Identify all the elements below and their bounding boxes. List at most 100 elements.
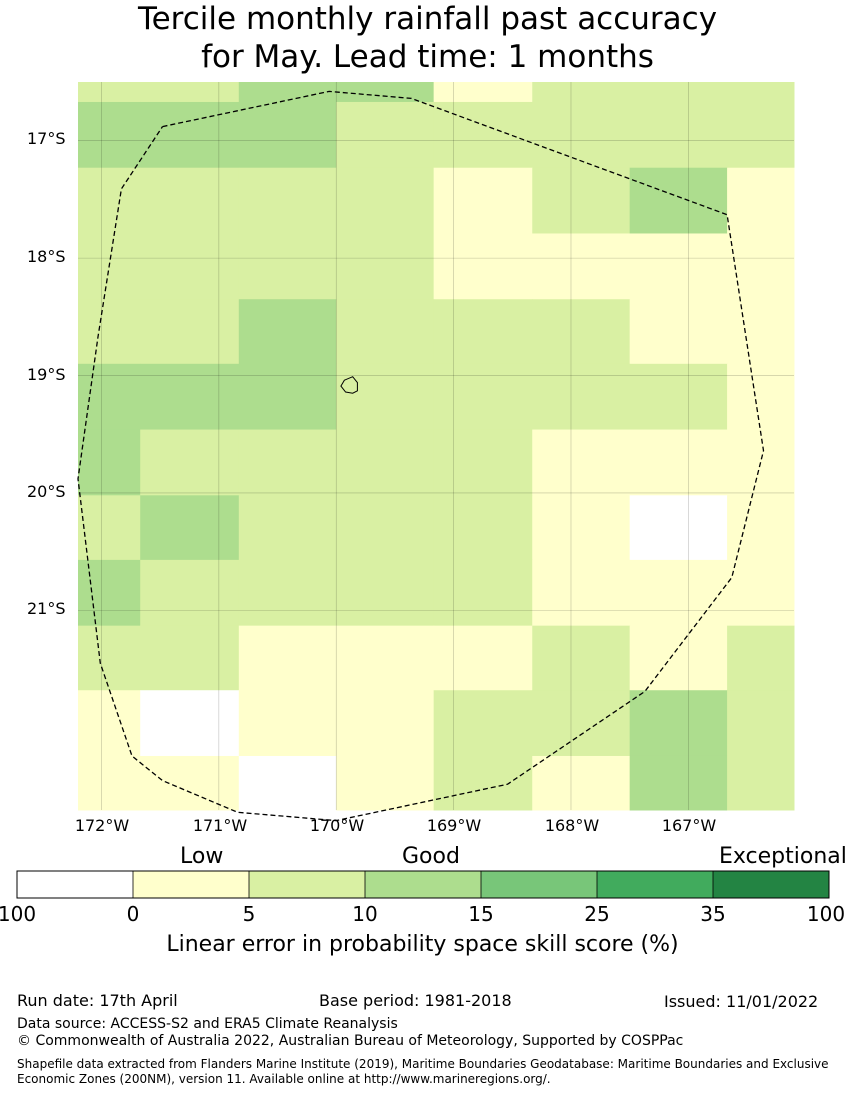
skill-cell <box>727 299 795 365</box>
skill-cell <box>532 429 631 496</box>
skill-cell <box>140 625 240 691</box>
skill-cell <box>629 82 728 103</box>
skill-cell <box>629 429 728 496</box>
legend-category-good: Good <box>402 844 460 869</box>
skill-cell <box>78 625 141 691</box>
skill-cell <box>238 625 337 691</box>
skill-cell <box>727 233 795 300</box>
skill-cell <box>433 625 533 691</box>
colorbar-segment <box>17 871 133 898</box>
skill-grid-cells <box>78 82 795 811</box>
skill-cell <box>433 299 533 365</box>
skill-cell <box>532 167 631 234</box>
lat-label-19s: 19°S <box>27 365 66 384</box>
skill-cell <box>532 363 631 431</box>
data-source: Data source: ACCESS-S2 and ERA5 Climate … <box>17 1016 398 1032</box>
legend-title: Linear error in probability space skill … <box>166 932 679 957</box>
legend-category-low: Low <box>180 844 224 869</box>
skill-cell <box>238 690 337 757</box>
skill-cell <box>532 690 631 757</box>
skill-cell <box>727 101 795 169</box>
skill-cell <box>336 690 435 757</box>
skill-cell <box>140 299 240 365</box>
skill-cell <box>140 101 240 169</box>
skill-cell <box>336 167 435 234</box>
skill-cell <box>336 233 435 300</box>
skill-cell <box>433 167 533 234</box>
colorbar-segment <box>249 871 365 898</box>
skill-cell <box>78 690 141 757</box>
skill-cell <box>532 82 631 103</box>
skill-cell <box>238 101 337 169</box>
skill-cell <box>78 299 141 365</box>
skill-cell <box>140 363 240 431</box>
legend-tick: 15 <box>468 902 494 926</box>
skill-cell <box>78 495 141 561</box>
skill-cell <box>629 755 728 811</box>
skill-cell <box>629 167 728 234</box>
colorbar-frame <box>16 870 830 899</box>
skill-cell <box>78 559 141 627</box>
lon-label-171w: 171°W <box>192 816 248 835</box>
skill-cell <box>727 559 795 627</box>
skill-cell <box>238 495 337 561</box>
lon-label-168w: 168°W <box>544 816 600 835</box>
skill-cell <box>140 167 240 234</box>
issued-date: Issued: 11/01/2022 <box>664 992 819 1011</box>
lon-label-167w: 167°W <box>661 816 717 835</box>
skill-cell <box>629 363 728 431</box>
skill-cell <box>238 167 337 234</box>
skill-cell <box>727 625 795 691</box>
skill-cell <box>336 429 435 496</box>
skill-cell <box>629 233 728 300</box>
chart-title: Tercile monthly rainfall past accuracy f… <box>0 0 855 76</box>
skill-cell <box>140 559 240 627</box>
skill-cell <box>238 299 337 365</box>
skill-cell <box>140 495 240 561</box>
skill-cell <box>727 363 795 431</box>
skill-cell <box>336 755 435 811</box>
chart-title-line-1: Tercile monthly rainfall past accuracy <box>137 1 718 37</box>
skill-cell <box>336 363 435 431</box>
skill-cell <box>433 495 533 561</box>
skill-cell <box>140 690 240 757</box>
skill-cell <box>629 101 728 169</box>
skill-cell <box>532 233 631 300</box>
eez-boundary-line <box>77 90 765 822</box>
lon-label-170w: 170°W <box>309 816 365 835</box>
skill-cell <box>238 559 337 627</box>
skill-cell <box>727 755 795 811</box>
run-date: Run date: 17th April <box>17 991 178 1010</box>
skill-cell <box>727 82 795 103</box>
colorbar-segment <box>713 871 829 898</box>
legend-tick: 100 <box>0 902 37 926</box>
skill-cell <box>532 755 631 811</box>
skill-cell <box>78 101 141 169</box>
skill-cell <box>140 755 240 811</box>
copyright-notice: © Commonwealth of Australia 2022, Austra… <box>17 1033 684 1049</box>
skill-cell <box>629 690 728 757</box>
skill-cell <box>532 559 631 627</box>
skill-cell <box>140 233 240 300</box>
legend-tick: 25 <box>584 902 610 926</box>
colorbar-segment <box>597 871 713 898</box>
skill-cell <box>238 755 337 811</box>
legend-tick: 100 <box>806 902 846 926</box>
skill-cell <box>532 495 631 561</box>
skill-cell <box>433 690 533 757</box>
skill-cell <box>629 559 728 627</box>
skill-cell <box>532 625 631 691</box>
skill-cell <box>727 495 795 561</box>
shapefile-credit: Shapefile data extracted from Flanders M… <box>17 1057 829 1086</box>
skill-cell <box>336 82 435 103</box>
skill-cell <box>140 429 240 496</box>
skill-cell <box>532 101 631 169</box>
skill-cell <box>238 363 337 431</box>
skill-cell <box>433 559 533 627</box>
skill-cell <box>433 429 533 496</box>
skill-cell <box>238 82 337 103</box>
colorbar-segment <box>481 871 597 898</box>
legend-tick: 35 <box>700 902 726 926</box>
skill-cell <box>78 429 141 496</box>
